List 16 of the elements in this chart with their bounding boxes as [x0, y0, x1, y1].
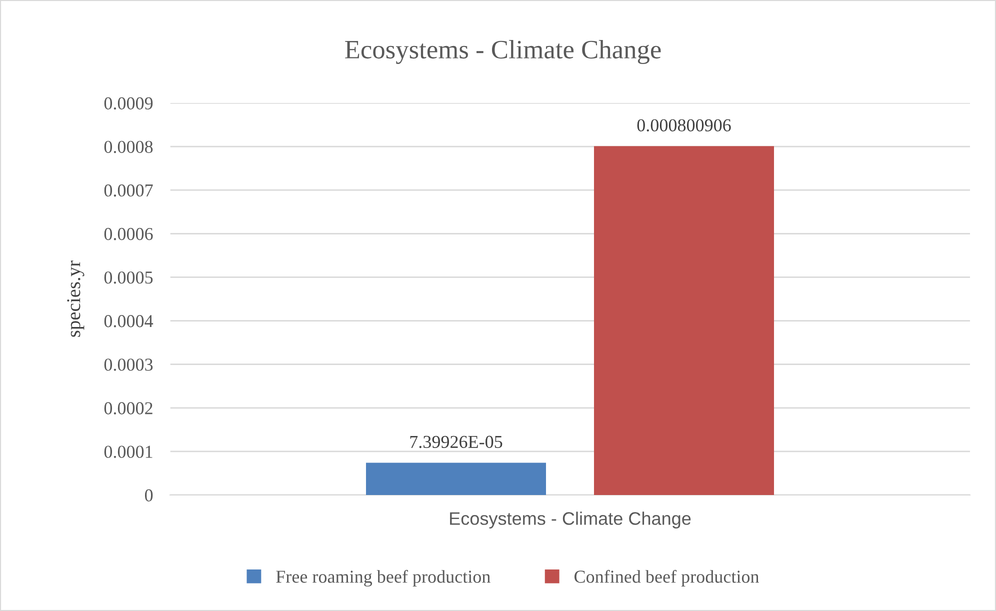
y-tick-label: 0.0007 — [104, 184, 153, 197]
y-tick-label: 0.0005 — [104, 271, 153, 284]
y-tick-label: 0.0002 — [104, 402, 152, 414]
legend-label: Free roaming beef production — [276, 570, 490, 587]
y-tick-label: 0.0008 — [104, 140, 153, 154]
y-tick-label: 0.0001 — [104, 446, 152, 458]
y-tick-label: 0 — [144, 489, 153, 502]
y-axis-title: species.yr — [67, 260, 84, 337]
y-tick-label: 0.0006 — [104, 228, 153, 240]
data-label: 0.000800906 — [637, 119, 731, 132]
legend-label: Confined beef production — [574, 570, 759, 586]
y-tick-label: 0.0009 — [104, 97, 153, 110]
y-tick-label: 0.0004 — [104, 315, 154, 328]
y-tick-label: 0.0003 — [104, 358, 153, 371]
data-label: 7.39926E-05 — [410, 436, 502, 448]
chart-title: Ecosystems - Climate Change — [345, 40, 661, 64]
